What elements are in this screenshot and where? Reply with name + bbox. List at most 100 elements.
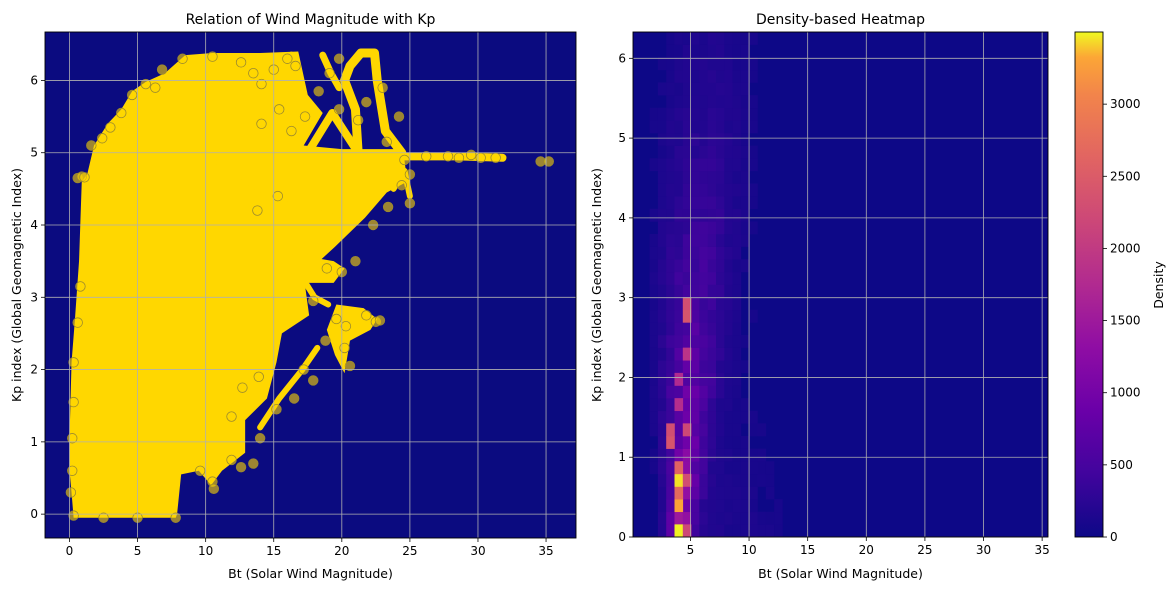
heatmap-cell (691, 499, 700, 513)
scatter-point (68, 396, 79, 408)
heatmap-cell (666, 170, 675, 184)
heatmap-cell (757, 423, 767, 437)
scatter-point (442, 151, 454, 162)
heatmap-cell (716, 145, 725, 159)
heatmap-cell (716, 398, 725, 412)
heatmap-x-tick-label: 15 (800, 543, 815, 557)
colorbar-gradient (1074, 31, 1104, 538)
scatter-y-axis-label: Kp index (Global Geomagnetic Index) (9, 168, 24, 402)
heatmap-cell (707, 246, 717, 260)
heatmap-cell (666, 32, 675, 45)
scatter-trace-low (257, 344, 321, 431)
heatmap-cell (716, 107, 725, 121)
heatmap-cell (657, 398, 667, 412)
heatmap-cell (740, 208, 750, 222)
heatmap-cell (707, 208, 717, 222)
heatmap-cell (707, 448, 717, 462)
heatmap-cell (666, 196, 675, 210)
heatmap-cell (724, 410, 733, 424)
scatter-x-tick-label: 25 (402, 544, 417, 558)
heatmap-cell (682, 259, 692, 273)
heatmap-cell (649, 448, 659, 462)
heatmap-cell (707, 423, 717, 437)
heatmap-cell (649, 259, 659, 273)
heatmap-cell (691, 486, 700, 500)
scatter-grid (45, 32, 576, 538)
heatmap-cell (716, 284, 725, 298)
heatmap-cell (682, 511, 692, 525)
heatmap-cell (682, 145, 692, 159)
heatmap-cell (699, 57, 708, 71)
heatmap-hotspot-cell (666, 436, 675, 449)
heatmap-cell (724, 158, 733, 172)
scatter-plot-frame (44, 31, 577, 539)
heatmap-cell (716, 297, 725, 311)
heatmap-hotspot-cell (674, 473, 684, 487)
heatmap-cell (732, 448, 742, 462)
scatter-x-tick-label: 10 (198, 544, 213, 558)
heatmap-cell (691, 82, 700, 96)
heatmap-cell (707, 271, 717, 285)
heatmap-cell (716, 461, 725, 475)
heatmap-y-tick-label: 5 (618, 131, 626, 145)
heatmap-cell (657, 486, 667, 500)
heatmap-cell (682, 461, 692, 475)
colorbar-tick-label: 2000 (1110, 241, 1141, 255)
heatmap-cell (674, 360, 684, 374)
heatmap-cell (691, 423, 700, 437)
heatmap-cell (724, 297, 733, 311)
heatmap-hotspot-cell (674, 372, 684, 386)
heatmap-cell (674, 133, 684, 146)
heatmap-cell (657, 372, 667, 386)
heatmap-cell (649, 120, 659, 134)
heatmap-cell (740, 511, 750, 525)
heatmap-cell (674, 511, 684, 525)
heatmap-cell (699, 259, 708, 273)
heatmap-cell (740, 448, 750, 462)
scatter-point (140, 78, 151, 90)
colorbar-tick-label: 500 (1110, 458, 1133, 472)
colorbar-tick-label: 1500 (1110, 314, 1141, 328)
heatmap-cell (666, 524, 675, 537)
heatmap-cell (707, 32, 717, 45)
heatmap-cell (691, 32, 700, 45)
heatmap-cell (666, 246, 675, 260)
heatmap-cell (707, 372, 717, 386)
heatmap-cell (724, 372, 733, 386)
heatmap-cell (716, 246, 725, 260)
heatmap-cell (740, 360, 750, 374)
heatmap-cell (649, 398, 659, 412)
heatmap-cell (691, 322, 700, 336)
heatmap-cell (691, 347, 700, 361)
heatmap-cell (716, 322, 725, 336)
heatmap-cell (724, 335, 733, 348)
heatmap-cell (691, 107, 700, 121)
heatmap-cell (674, 32, 684, 45)
heatmap-cell (707, 347, 717, 361)
heatmap-cell (699, 170, 708, 184)
heatmap-cell (674, 410, 684, 424)
heatmap-cell (724, 486, 733, 500)
heatmap-cell (691, 246, 700, 260)
heatmap-cell (724, 461, 733, 475)
heatmap-cell (682, 284, 692, 298)
heatmap-cell (699, 246, 708, 260)
heatmap-cell (707, 436, 717, 449)
heatmap-cell (765, 461, 775, 475)
heatmap-cell (724, 107, 733, 121)
heatmap-cell (724, 95, 733, 109)
heatmap-cell (707, 322, 717, 336)
heatmap-cell (699, 69, 708, 83)
heatmap-cell (691, 183, 700, 197)
heatmap-cell (649, 385, 659, 399)
heatmap-cell (724, 385, 733, 399)
heatmap-cell (716, 486, 725, 500)
heatmap-cell (666, 95, 675, 109)
heatmap-y-axis-label: Kp index (Global Geomagnetic Index) (589, 168, 604, 402)
scatter-x-tick-label: 5 (134, 544, 142, 558)
heatmap-hotspot-cell (682, 524, 692, 537)
heatmap-cell (657, 170, 667, 184)
heatmap-cell (699, 524, 708, 537)
heatmap-cell (666, 82, 675, 96)
heatmap-cell (740, 183, 750, 197)
